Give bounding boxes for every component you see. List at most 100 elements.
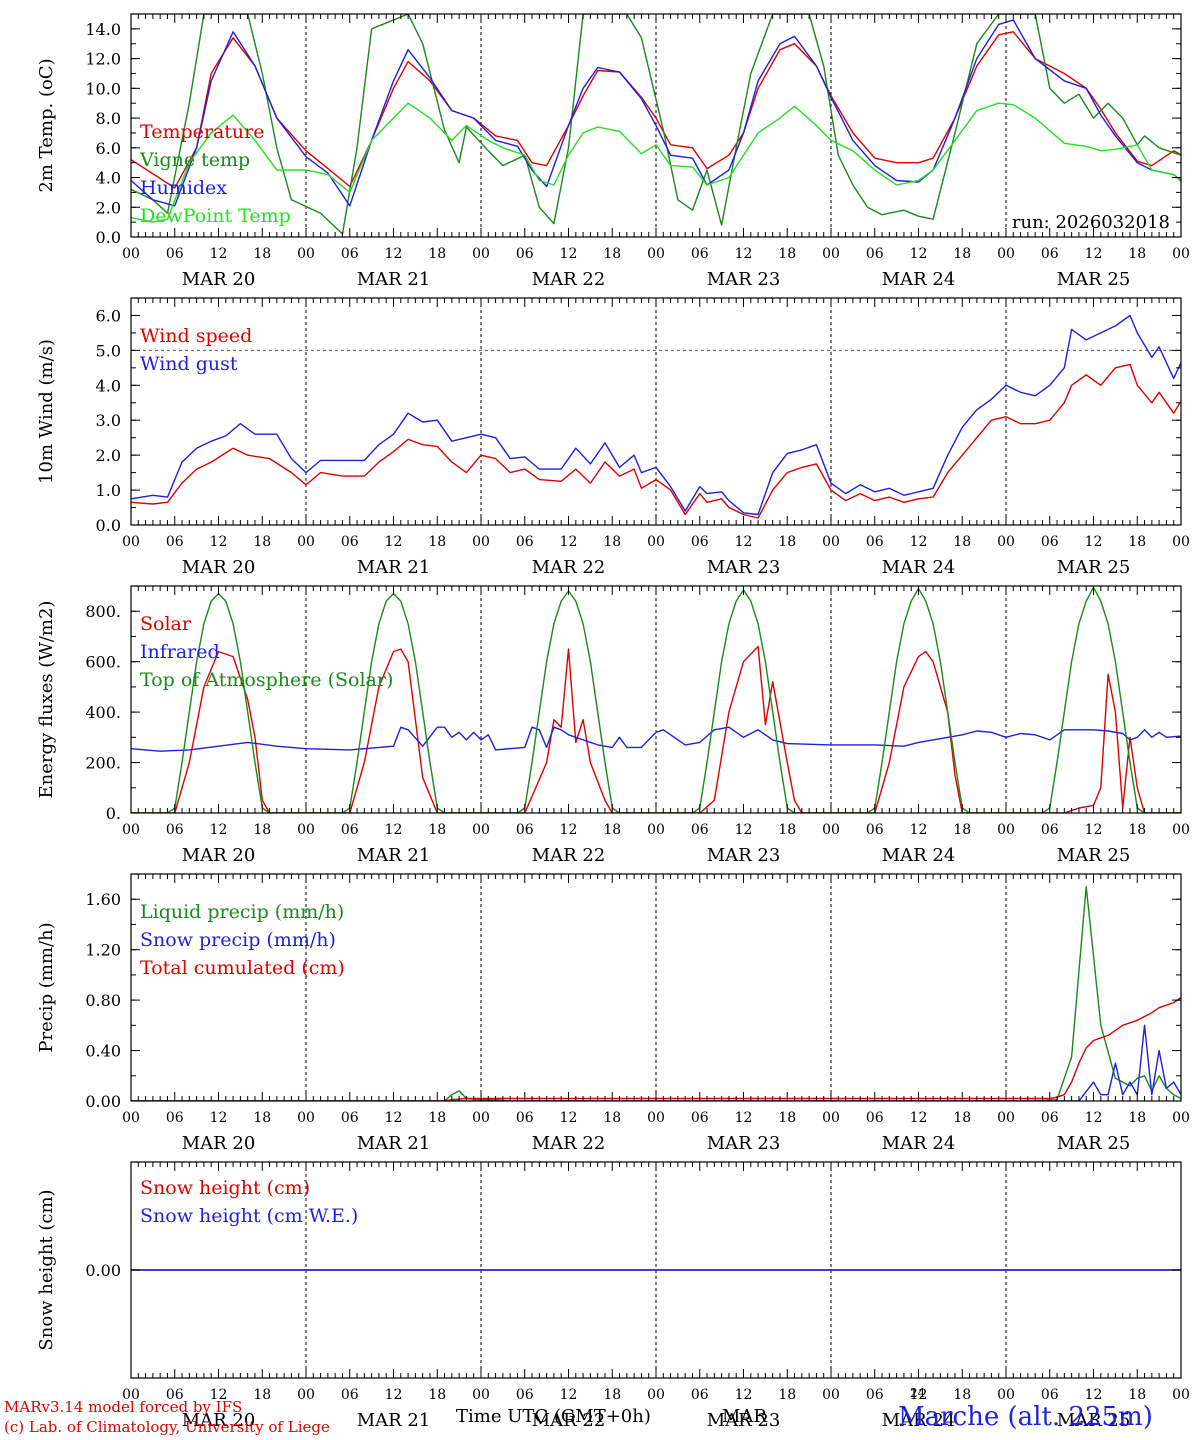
x-tick-label: 06 <box>691 534 709 550</box>
x-tick-label: 00 <box>297 246 315 262</box>
x-tick-label: 06 <box>866 534 884 550</box>
y-tick-label: 8.0 <box>96 109 121 128</box>
legend-entry: Wind speed <box>140 325 252 347</box>
x-tick-label: 00 <box>647 822 665 838</box>
x-tick-label: 06 <box>341 246 359 262</box>
x-tick-label: 12 <box>385 822 403 838</box>
x-tick-label: 00 <box>122 822 140 838</box>
x-tick-label: 12 <box>1085 246 1103 262</box>
x-tick-label: 00 <box>1172 246 1190 262</box>
x-tick-label: 12 <box>910 1387 928 1403</box>
day-label: MAR 23 <box>707 557 781 578</box>
panel-5: 00 06 12 18 00 06 12 18 00 06 12 18 00 06 12 18 00 06 12 18… <box>36 1161 1190 1431</box>
legend-entry: Liquid precip (mm/h) <box>140 901 344 923</box>
y-tick-label: 12.0 <box>85 50 121 69</box>
x-tick-label: 12 <box>910 1110 928 1126</box>
x-tick-label: 00 <box>647 1110 665 1126</box>
day-label: MAR 21 <box>357 557 431 578</box>
day-label: MAR 20 <box>182 1410 256 1431</box>
day-label: MAR 20 <box>182 845 256 866</box>
x-tick-label: 18 <box>253 246 271 262</box>
x-tick-label: 06 <box>1041 1387 1059 1403</box>
day-label: MAR 20 <box>182 557 256 578</box>
x-tick-label: 00 <box>822 1110 840 1126</box>
y-tick-label: 10.0 <box>85 79 121 98</box>
x-tick-label: 00 <box>472 1110 490 1126</box>
x-tick-label: 06 <box>516 246 534 262</box>
y-tick-label: 4.0 <box>96 169 121 188</box>
x-tick-label: 18 <box>428 1110 446 1126</box>
y-tick-label: 0.0 <box>96 516 121 535</box>
x-tick-label: 00 <box>822 534 840 550</box>
x-tick-label: 12 <box>735 822 753 838</box>
x-tick-label: 06 <box>866 246 884 262</box>
x-tick-label: 18 <box>1128 246 1146 262</box>
x-tick-label: 00 <box>472 1387 490 1403</box>
series-line <box>131 885 1181 1101</box>
series-group <box>131 14 1181 235</box>
time-axis-title: Time UTC (GMT+0h) <box>456 1406 651 1427</box>
legend-entry: Humidex <box>140 177 227 199</box>
x-tick-label: 06 <box>516 822 534 838</box>
x-tick-label: 06 <box>341 822 359 838</box>
day-label: MAR 20 <box>182 269 256 290</box>
x-tick-label: 18 <box>1128 534 1146 550</box>
x-tick-label: 12 <box>560 1110 578 1126</box>
x-tick-label: 18 <box>253 534 271 550</box>
day-label: MAR 22 <box>532 845 606 866</box>
x-tick-label: 12 <box>210 822 228 838</box>
x-tick-label: 00 <box>647 1387 665 1403</box>
run-label: run: 2026032018 <box>1012 212 1170 233</box>
day-label: MAR 25 <box>1057 845 1131 866</box>
day-label: MAR 23 <box>707 1410 781 1431</box>
legend-entry: Vigne temp <box>139 149 250 171</box>
x-tick-label: 18 <box>428 822 446 838</box>
x-tick-label: 18 <box>603 534 621 550</box>
x-tick-label: 18 <box>1128 822 1146 838</box>
x-tick-label: 18 <box>253 1387 271 1403</box>
x-tick-label: 12 <box>560 246 578 262</box>
x-tick-label: 18 <box>428 1387 446 1403</box>
legend-entry: Total cumulated (cm) <box>140 957 345 979</box>
y-tick-label: 200. <box>85 754 121 773</box>
x-tick-label: 06 <box>516 1387 534 1403</box>
legend-entry: Snow height (cm W.E.) <box>140 1205 358 1227</box>
day-label: MAR 21 <box>357 1133 431 1154</box>
x-tick-label: 06 <box>866 1110 884 1126</box>
x-tick-label: 12 <box>385 534 403 550</box>
x-tick-label: 00 <box>122 246 140 262</box>
x-tick-label: 00 <box>297 534 315 550</box>
x-tick-label: 00 <box>997 1110 1015 1126</box>
y-tick-label: 0.0 <box>96 228 121 247</box>
day-label: MAR 22 <box>532 269 606 290</box>
series-line <box>131 14 1181 235</box>
legend-entry: Wind gust <box>140 353 238 375</box>
series-line <box>131 726 1181 752</box>
y-tick-label: 600. <box>85 653 121 672</box>
series-line <box>131 314 1181 516</box>
x-tick-label: 12 <box>560 822 578 838</box>
month-label: MAR <box>722 1406 767 1427</box>
x-tick-label: 00 <box>297 822 315 838</box>
x-tick-label: 18 <box>253 1110 271 1126</box>
x-tick-label: 12 <box>1085 1110 1103 1126</box>
x-tick-label: 12 <box>735 1387 753 1403</box>
x-tick-label: 12 <box>560 534 578 550</box>
x-tick-label: 18 <box>1128 1387 1146 1403</box>
x-tick-label: 12 <box>1085 1387 1103 1403</box>
y-tick-label: 0.80 <box>85 991 121 1010</box>
x-tick-label: 18 <box>953 246 971 262</box>
x-tick-label: 18 <box>953 534 971 550</box>
x-tick-label: 12 <box>735 1110 753 1126</box>
x-tick-label: 00 <box>122 1110 140 1126</box>
x-tick-label: 12 <box>910 246 928 262</box>
y-axis-title: Precip (mm/h) <box>36 922 57 1052</box>
x-tick-label: 18 <box>778 1110 796 1126</box>
x-tick-label: 00 <box>997 822 1015 838</box>
y-tick-label: 2.0 <box>96 198 121 217</box>
legend-entry: Temperature <box>140 121 264 143</box>
x-tick-label: 18 <box>778 534 796 550</box>
day-label: 24 <box>910 1386 926 1400</box>
y-tick-label: 400. <box>85 703 121 722</box>
